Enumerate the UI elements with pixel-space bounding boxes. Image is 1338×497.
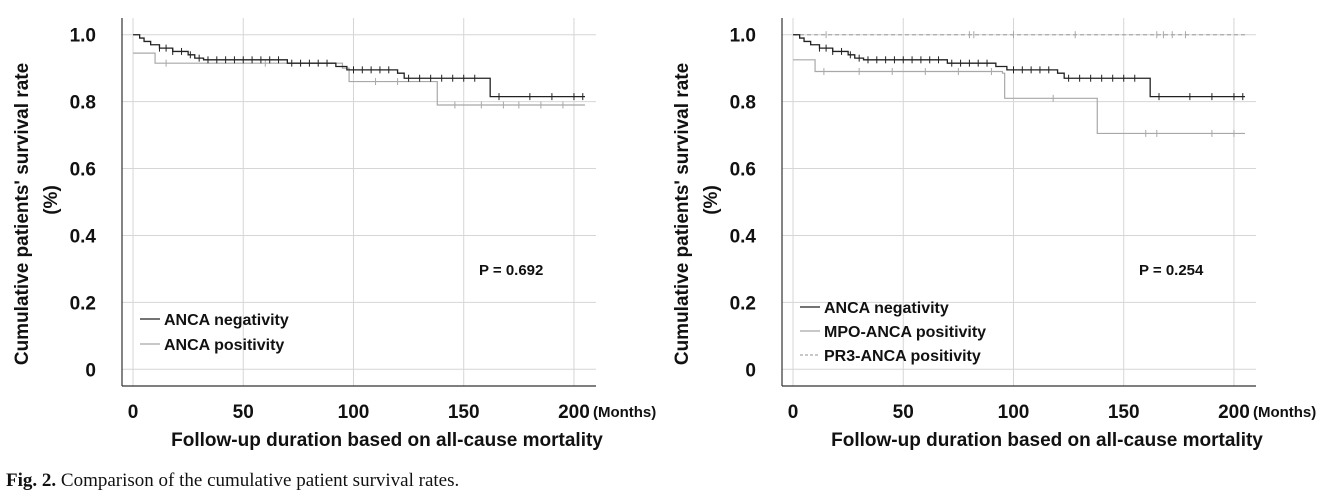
y-tick-label: 0.4 bbox=[730, 226, 757, 247]
x-axis-title: Follow-up duration based on all-cause mo… bbox=[171, 430, 603, 451]
y-tick-label: 0.6 bbox=[730, 160, 756, 181]
p-value-annotation: P = 0.692 bbox=[479, 262, 543, 279]
chart-panel-2: 0 0.2 0.4 0.6 0.8 1.0 0 50 100 150 200 (Months) Foll… bbox=[672, 18, 1316, 451]
y-tick-label: 1.0 bbox=[730, 26, 756, 47]
p-value-annotation: P = 0.254 bbox=[1139, 262, 1204, 279]
y-tick-label: 0 bbox=[745, 360, 756, 381]
y-tick-label: 0.2 bbox=[70, 293, 96, 314]
series-line-1 bbox=[793, 34, 1245, 98]
legend-label: PR3-ANCA positivity bbox=[824, 348, 981, 365]
y-tick-label: 0.8 bbox=[730, 93, 756, 114]
legend-label: ANCA positivity bbox=[164, 337, 284, 354]
caption-text: Comparison of the cumulative patient sur… bbox=[56, 470, 460, 491]
y-tick-label: 0.4 bbox=[70, 226, 97, 247]
y-tick-label: 0.8 bbox=[70, 93, 96, 114]
chart-panel-1: 0 0.2 0.4 0.6 0.8 1.0 0 50 100 150 200 (Months) Foll… bbox=[12, 18, 656, 451]
x-tick-label: 150 bbox=[1108, 402, 1140, 423]
x-unit-label: (Months) bbox=[593, 404, 656, 421]
legend-label: ANCA negativity bbox=[824, 300, 949, 317]
x-tick-label: 200 bbox=[558, 402, 590, 423]
y-axis-title-unit: (%) bbox=[701, 185, 722, 215]
x-unit-label: (Months) bbox=[1253, 404, 1316, 421]
y-axis-title: Cumulative patients' survival rate bbox=[672, 63, 693, 365]
y-tick-label: 0 bbox=[85, 360, 96, 381]
caption-prefix: Fig. 2. bbox=[6, 470, 57, 491]
x-tick-label: 100 bbox=[338, 402, 370, 423]
x-tick-label: 0 bbox=[788, 402, 799, 423]
x-tick-label: 200 bbox=[1218, 402, 1250, 423]
y-tick-label: 0.6 bbox=[70, 160, 96, 181]
figure: 00.20.40.60.81.00 50 100 150 200 (Months)Foll… bbox=[12, 18, 1316, 451]
x-tick-label: 50 bbox=[233, 402, 254, 423]
y-tick-label: 0.2 bbox=[730, 293, 756, 314]
series-line-1 bbox=[133, 34, 585, 98]
x-axis-title: Follow-up duration based on all-cause mo… bbox=[831, 430, 1263, 451]
x-tick-label: 100 bbox=[998, 402, 1030, 423]
x-tick-label: 50 bbox=[893, 402, 914, 423]
figure-caption: Fig. 2. Comparison of the cumulative pat… bbox=[6, 470, 459, 492]
legend-label: ANCA negativity bbox=[164, 312, 289, 329]
x-tick-label: 150 bbox=[448, 402, 480, 423]
x-tick-label: 0 bbox=[128, 402, 139, 423]
y-axis-title: Cumulative patients' survival rate bbox=[12, 63, 33, 365]
series-line-2 bbox=[133, 52, 585, 106]
series-line-2 bbox=[793, 59, 1245, 135]
y-tick-label: 1.0 bbox=[70, 26, 96, 47]
legend-label: MPO-ANCA positivity bbox=[824, 324, 986, 341]
y-axis-title-unit: (%) bbox=[41, 185, 62, 215]
